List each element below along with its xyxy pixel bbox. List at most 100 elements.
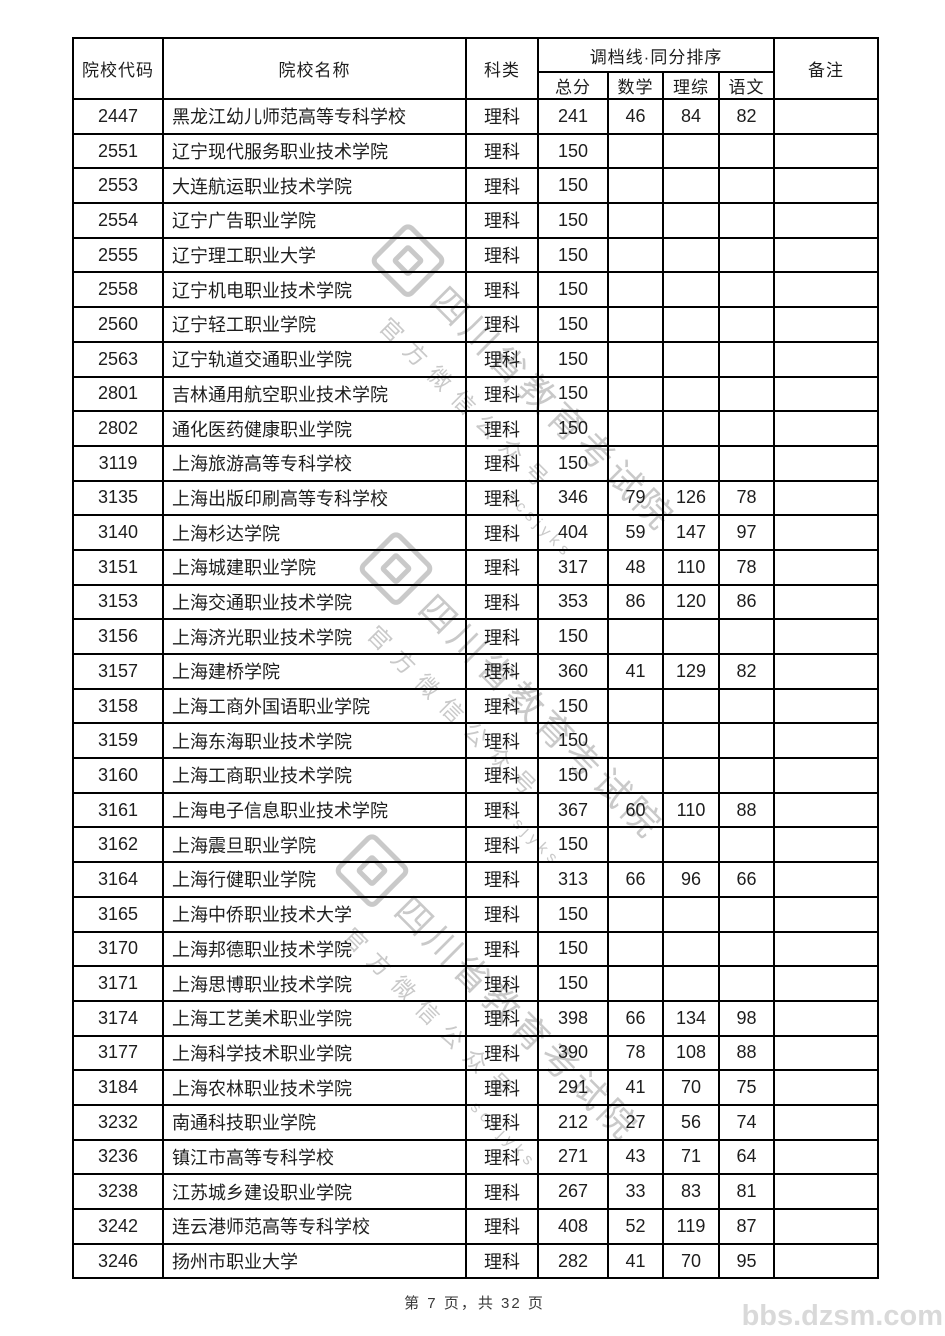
cell-remark	[773, 1138, 880, 1176]
cell-remark	[773, 930, 880, 968]
cell-category: 理科	[465, 548, 539, 586]
cell-total: 360	[537, 653, 609, 690]
cell-math: 79	[607, 479, 664, 517]
cell-category: 理科	[465, 999, 539, 1037]
cell-chinese	[717, 618, 776, 655]
cell-chinese: 95	[717, 1242, 776, 1280]
table-row: 3158 上海工商外国语职业学院 理科 150	[72, 687, 880, 725]
cell-math	[607, 410, 664, 447]
admission-score-table: 院校代码 院校名称 科类 调档线·同分排序 备注 总分 数学 理综 语文 2447 黑龙…	[72, 37, 880, 1280]
cell-math	[607, 202, 664, 239]
cell-remark	[773, 340, 880, 378]
cell-code: 3151	[72, 548, 164, 586]
cell-code: 3153	[72, 583, 164, 621]
cell-name: 上海交通职业技术学院	[162, 583, 467, 621]
cell-name: 上海旅游高等专科学校	[162, 444, 467, 482]
cell-category: 理科	[465, 1173, 539, 1210]
cell-science	[662, 306, 720, 343]
cell-chinese: 81	[717, 1173, 776, 1210]
cell-math: 52	[607, 1208, 664, 1245]
cell-category: 理科	[465, 236, 539, 274]
table-row: 2558 辽宁机电职业技术学院 理科 150	[72, 271, 880, 309]
table-row: 3165 上海中侨职业技术大学 理科 150	[72, 895, 880, 933]
cell-code: 2563	[72, 340, 164, 378]
cell-code: 3238	[72, 1173, 164, 1210]
cell-category: 理科	[465, 1103, 539, 1141]
cell-name: 连云港师范高等专科学校	[162, 1208, 467, 1245]
cell-category: 理科	[465, 722, 539, 760]
cell-remark	[773, 1173, 880, 1210]
cell-math: 46	[607, 98, 664, 135]
column-header-scores-group: 调档线·同分排序	[536, 37, 776, 73]
table-row: 3161 上海电子信息职业技术学院 理科 367 60 110 88	[72, 791, 880, 829]
cell-category: 理科	[465, 583, 539, 621]
table-row: 3177 上海科学技术职业学院 理科 390 78 108 88	[72, 1034, 880, 1072]
cell-chinese	[717, 687, 776, 725]
table-row: 3151 上海城建职业学院 理科 317 48 110 78	[72, 548, 880, 586]
score-subcolumn-header: 数学	[607, 71, 664, 100]
cell-math: 66	[607, 999, 664, 1037]
cell-remark	[773, 479, 880, 517]
cell-science	[662, 930, 720, 968]
cell-name: 黑龙江幼儿师范高等专科学校	[162, 98, 467, 135]
cell-total: 150	[537, 965, 609, 1002]
cell-category: 理科	[465, 444, 539, 482]
cell-code: 3164	[72, 861, 164, 898]
cell-chinese: 87	[717, 1208, 776, 1245]
cell-chinese	[717, 757, 776, 794]
cell-remark	[773, 132, 880, 170]
cell-category: 理科	[465, 98, 539, 135]
cell-category: 理科	[465, 375, 539, 413]
cell-chinese	[717, 132, 776, 170]
cell-remark	[773, 98, 880, 135]
cell-chinese: 98	[717, 999, 776, 1037]
table-row: 2551 辽宁现代服务职业技术学院 理科 150	[72, 132, 880, 170]
cell-chinese: 82	[717, 98, 776, 135]
cell-total: 150	[537, 410, 609, 447]
cell-code: 3171	[72, 965, 164, 1002]
cell-name: 辽宁理工职业大学	[162, 236, 467, 274]
cell-category: 理科	[465, 618, 539, 655]
cell-science	[662, 202, 720, 239]
column-header-code: 院校代码	[72, 37, 164, 100]
cell-total: 150	[537, 132, 609, 170]
cell-chinese: 86	[717, 583, 776, 621]
cell-code: 3165	[72, 895, 164, 933]
cell-name: 扬州市职业大学	[162, 1242, 467, 1280]
score-subcolumn-header: 理综	[662, 71, 720, 100]
cell-science	[662, 757, 720, 794]
cell-science	[662, 687, 720, 725]
cell-total: 367	[537, 791, 609, 829]
cell-category: 理科	[465, 861, 539, 898]
cell-name: 上海建桥学院	[162, 653, 467, 690]
cell-chinese: 78	[717, 479, 776, 517]
cell-category: 理科	[465, 306, 539, 343]
cell-name: 南通科技职业学院	[162, 1103, 467, 1141]
cell-total: 398	[537, 999, 609, 1037]
cell-code: 2554	[72, 202, 164, 239]
cell-math: 60	[607, 791, 664, 829]
cell-science	[662, 132, 720, 170]
cell-remark	[773, 583, 880, 621]
cell-math	[607, 132, 664, 170]
table-row: 2553 大连航运职业技术学院 理科 150	[72, 167, 880, 205]
cell-chinese: 78	[717, 548, 776, 586]
cell-code: 3140	[72, 514, 164, 551]
cell-category: 理科	[465, 930, 539, 968]
cell-math	[607, 826, 664, 864]
cell-math	[607, 167, 664, 205]
cell-chinese: 75	[717, 1069, 776, 1106]
cell-math	[607, 306, 664, 343]
cell-code: 2802	[72, 410, 164, 447]
cell-remark	[773, 1069, 880, 1106]
table-row: 3232 南通科技职业学院 理科 212 27 56 74	[72, 1103, 880, 1141]
cell-math	[607, 757, 664, 794]
cell-remark	[773, 271, 880, 309]
cell-category: 理科	[465, 1034, 539, 1072]
cell-category: 理科	[465, 687, 539, 725]
cell-remark	[773, 895, 880, 933]
cell-math	[607, 618, 664, 655]
cell-math	[607, 895, 664, 933]
cell-science	[662, 167, 720, 205]
